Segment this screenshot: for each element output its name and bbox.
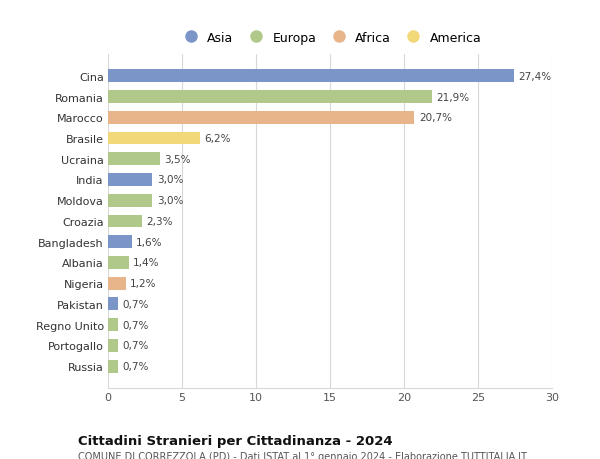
Legend: Asia, Europa, Africa, America: Asia, Europa, Africa, America [175, 28, 485, 49]
Text: COMUNE DI CORREZZOLA (PD) - Dati ISTAT al 1° gennaio 2024 - Elaborazione TUTTITA: COMUNE DI CORREZZOLA (PD) - Dati ISTAT a… [78, 451, 527, 459]
Bar [108, 70, 514, 83]
Text: Cittadini Stranieri per Cittadinanza - 2024: Cittadini Stranieri per Cittadinanza - 2… [78, 434, 392, 447]
Text: 1,4%: 1,4% [133, 258, 160, 268]
Text: 1,6%: 1,6% [136, 237, 163, 247]
Text: 3,0%: 3,0% [157, 196, 183, 206]
Text: 27,4%: 27,4% [518, 72, 551, 82]
Text: 1,2%: 1,2% [130, 279, 157, 289]
Bar [108, 174, 152, 186]
Bar [108, 339, 118, 352]
Bar [108, 194, 152, 207]
Text: 6,2%: 6,2% [204, 134, 230, 144]
Bar [108, 298, 118, 311]
Text: 20,7%: 20,7% [419, 113, 452, 123]
Text: 2,3%: 2,3% [146, 217, 173, 226]
Bar [108, 112, 415, 124]
Text: 0,7%: 0,7% [123, 361, 149, 371]
Bar [108, 319, 118, 331]
Text: 0,7%: 0,7% [123, 320, 149, 330]
Text: 3,5%: 3,5% [164, 154, 191, 164]
Bar [108, 91, 432, 104]
Bar [108, 236, 131, 249]
Bar [108, 360, 118, 373]
Text: 0,7%: 0,7% [123, 299, 149, 309]
Text: 0,7%: 0,7% [123, 341, 149, 351]
Bar [108, 153, 160, 166]
Bar [108, 257, 129, 269]
Bar [108, 277, 126, 290]
Text: 21,9%: 21,9% [437, 92, 470, 102]
Text: 3,0%: 3,0% [157, 175, 183, 185]
Bar [108, 132, 200, 145]
Bar [108, 215, 142, 228]
